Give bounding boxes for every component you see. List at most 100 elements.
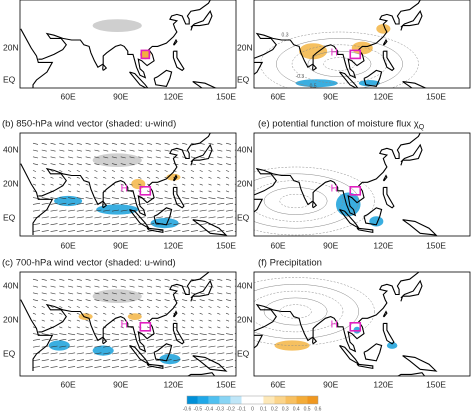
wind-vector [67,190,72,193]
wind-vector [32,306,37,308]
wind-vector [208,352,216,355]
contour [254,290,344,333]
wind-vector [147,352,155,355]
wind-vector [190,338,198,341]
wind-vector [111,345,120,348]
wind-vector [59,306,63,308]
lon-label: 60E [61,91,76,101]
wind-vector [94,209,102,212]
wind-vector [103,366,111,368]
wind-vector [103,306,107,308]
wind-vector [76,190,80,193]
wind-vector [138,292,144,295]
wind-vector [129,142,135,145]
wind-vector [199,142,205,145]
wind-vector [199,163,205,166]
wind-vector [199,359,207,362]
wind-vector [217,197,225,200]
wind-vector [41,163,47,166]
wind-vector [76,312,80,315]
coastline [363,69,383,88]
contour [276,38,403,88]
wind-vector [199,352,207,355]
lon-label: 60E [270,91,285,101]
wind-vector [68,197,76,200]
contour-label: -0.3 [296,74,305,80]
wind-vector [59,278,65,281]
wind-vector [173,352,181,355]
wind-vector [190,366,198,368]
wind-vector [32,338,41,341]
wind-vector [85,183,89,186]
high-label: H [121,184,128,195]
wind-vector [94,230,102,232]
lat-label: 20N [3,314,19,324]
wind-vector [85,142,91,145]
coastline [146,363,164,370]
wind-vector [155,156,161,159]
wind-vector [50,223,58,226]
wind-vector [225,170,230,172]
panel-caption: (c) 700-hPa wind vector (shaded: u-wind) [2,258,176,269]
wind-vector [138,319,142,322]
wind-vector [94,197,102,200]
coastline [356,363,374,370]
wind-vector [103,197,111,200]
coastline [312,336,318,345]
contour [279,193,312,209]
coastline [400,143,423,166]
wind-vector [103,292,109,295]
wind-vector [164,338,172,341]
wind-vector [199,278,205,281]
wind-vector [59,190,63,193]
wind-vector [138,278,144,281]
wind-vector [41,366,49,368]
coastline [153,343,173,362]
map-bg [254,133,470,236]
wind-vector [138,216,146,219]
wind-vector [50,299,56,302]
wind-vector [41,216,49,219]
lon-label: 60E [61,240,76,250]
wind-vector [68,366,76,368]
wind-vector [67,319,72,322]
wind-vector [68,338,76,341]
coastline [190,279,213,302]
wind-vector [32,299,39,302]
shading [159,354,181,365]
wind-vector [120,319,124,322]
wind-vector [85,312,89,315]
wind-vector [68,278,74,281]
wind-vector [155,312,159,315]
wind-vector [111,352,120,355]
wind-vector [111,230,120,232]
map-panel: H 0.3 -0.3 0.5 [254,0,470,88]
wind-vector [41,326,45,329]
wind-vector [190,230,198,232]
wind-vector [50,306,54,308]
wind-vector [67,183,72,186]
wind-vector [225,149,232,152]
wind-vector [50,366,58,368]
wind-vector [41,149,47,152]
wind-vector [59,312,63,315]
wind-vector [68,359,76,362]
wind-vector [155,183,159,186]
wind-vector [32,345,41,348]
wind-vector [59,333,67,336]
wind-vector [164,202,172,205]
lon-label: 90E [323,240,338,250]
coastline [129,71,149,88]
wind-vector [59,338,67,341]
wind-vector [182,326,186,329]
wind-vector [41,292,47,295]
wind-vector [138,230,146,232]
wind-vector [59,216,67,219]
coastline [172,186,185,209]
wind-vector [94,299,100,302]
wind-vector [85,278,91,281]
contour [291,44,388,84]
wind-vector [76,216,84,219]
wind-vector [103,149,109,152]
wind-vector [76,366,84,368]
